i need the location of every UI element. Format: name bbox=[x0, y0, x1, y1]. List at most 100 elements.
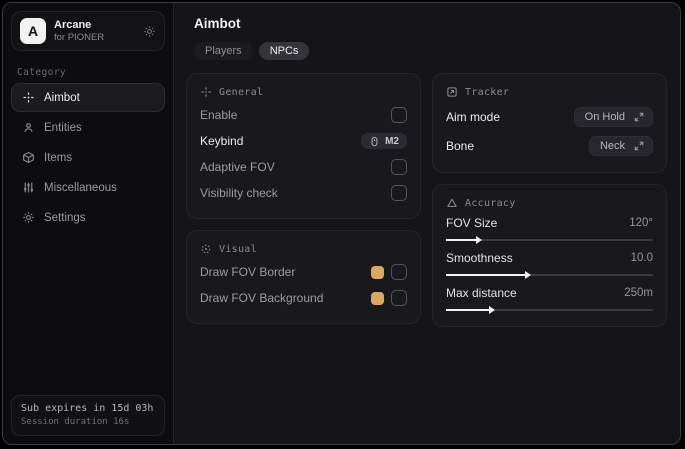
visual-card-title: Visual bbox=[219, 243, 257, 255]
enable-label: Enable bbox=[200, 108, 238, 122]
bone-label: Bone bbox=[446, 138, 475, 153]
bone-value: Neck bbox=[599, 139, 625, 152]
sidebar-header: A Arcane for PIONER bbox=[11, 11, 165, 51]
fov-border-row: Draw FOV Border bbox=[200, 259, 407, 285]
slider-thumb[interactable] bbox=[524, 270, 531, 279]
aim-mode-row: Aim mode On Hold bbox=[446, 102, 653, 131]
tab-players[interactable]: Players bbox=[194, 42, 253, 60]
expand-icon bbox=[634, 141, 644, 151]
slider-fill bbox=[446, 305, 496, 314]
app-subtitle: for PIONER bbox=[54, 32, 105, 43]
sliders-icon bbox=[22, 181, 35, 194]
fov-background-controls bbox=[371, 290, 407, 306]
sidebar-nav: Aimbot Entities Items bbox=[3, 83, 173, 232]
visual-card: Visual Draw FOV Border Draw FOV Backgrou… bbox=[186, 230, 421, 324]
bone-dropdown[interactable]: Neck bbox=[588, 135, 653, 156]
slider-track bbox=[446, 238, 653, 241]
max-distance-slider[interactable] bbox=[446, 305, 653, 314]
slider-fill bbox=[446, 235, 482, 244]
smoothness-label: Smoothness bbox=[446, 251, 513, 265]
crosshair-icon bbox=[22, 91, 35, 104]
smoothness-slider[interactable] bbox=[446, 270, 653, 279]
fov-background-checkbox[interactable] bbox=[391, 290, 407, 306]
max-distance-label-row: Max distance 250m bbox=[446, 284, 653, 302]
mouse-icon bbox=[369, 136, 380, 147]
aim-mode-dropdown[interactable]: On Hold bbox=[573, 106, 653, 127]
tracker-card: Tracker Aim mode On Hold bbox=[432, 73, 667, 173]
slider-track bbox=[446, 308, 653, 311]
max-distance-label: Max distance bbox=[446, 286, 517, 300]
fov-size-value: 120° bbox=[629, 217, 653, 229]
sidebar-item-miscellaneous[interactable]: Miscellaneous bbox=[11, 173, 165, 202]
entities-icon bbox=[22, 121, 35, 134]
max-distance-group: Max distance 250m bbox=[446, 284, 653, 314]
tracker-box-icon bbox=[446, 86, 458, 98]
session-duration-text: Session duration 16s bbox=[21, 417, 130, 427]
sidebar-item-aimbot[interactable]: Aimbot bbox=[11, 83, 165, 112]
smoothness-label-row: Smoothness 10.0 bbox=[446, 249, 653, 267]
visibility-check-row: Visibility check bbox=[200, 180, 407, 206]
fov-border-controls bbox=[371, 264, 407, 280]
sidebar: A Arcane for PIONER Category Aim bbox=[3, 3, 173, 444]
enable-checkbox[interactable] bbox=[391, 107, 407, 123]
target-tabs: Players NPCs bbox=[186, 42, 667, 60]
sidebar-item-label: Entities bbox=[44, 121, 82, 134]
keybind-label: Keybind bbox=[200, 134, 244, 148]
visual-eye-icon bbox=[200, 243, 212, 255]
general-card: General Enable Keybind bbox=[186, 73, 421, 219]
fov-border-label: Draw FOV Border bbox=[200, 265, 296, 279]
max-distance-value: 250m bbox=[624, 287, 653, 299]
general-card-title: General bbox=[219, 86, 264, 98]
slider-fill bbox=[446, 270, 531, 279]
sidebar-item-label: Items bbox=[44, 151, 73, 164]
fov-size-label: FOV Size bbox=[446, 216, 498, 230]
keybind-value: M2 bbox=[385, 135, 399, 147]
sidebar-item-label: Miscellaneous bbox=[44, 181, 117, 194]
fov-border-checkbox[interactable] bbox=[391, 264, 407, 280]
sub-expires-text: Sub expires in 15d 03h bbox=[21, 403, 154, 414]
sidebar-item-entities[interactable]: Entities bbox=[11, 113, 165, 142]
adaptive-fov-checkbox[interactable] bbox=[391, 159, 407, 175]
accuracy-triangle-icon bbox=[446, 197, 458, 209]
visibility-check-checkbox[interactable] bbox=[391, 185, 407, 201]
fov-size-group: FOV Size 120° bbox=[446, 214, 653, 244]
smoothness-group: Smoothness 10.0 bbox=[446, 249, 653, 279]
visibility-check-label: Visibility check bbox=[200, 186, 278, 200]
general-card-header: General bbox=[200, 86, 407, 98]
tracker-card-header: Tracker bbox=[446, 86, 653, 98]
settings-gear-icon[interactable] bbox=[143, 25, 156, 38]
page-title: Aimbot bbox=[194, 16, 241, 31]
sidebar-item-settings[interactable]: Settings bbox=[11, 203, 165, 232]
app-window: A Arcane for PIONER Category Aim bbox=[2, 2, 681, 445]
fov-background-color-swatch[interactable] bbox=[371, 291, 384, 305]
accuracy-card-header: Accuracy bbox=[446, 197, 653, 209]
bone-row: Bone Neck bbox=[446, 131, 653, 160]
adaptive-fov-row: Adaptive FOV bbox=[200, 154, 407, 180]
fov-border-color-swatch[interactable] bbox=[371, 265, 384, 279]
smoothness-value: 10.0 bbox=[630, 252, 653, 264]
right-column: Tracker Aim mode On Hold bbox=[432, 73, 667, 327]
slider-track bbox=[446, 273, 653, 276]
slider-thumb[interactable] bbox=[476, 235, 482, 244]
app-logo: A bbox=[20, 18, 46, 44]
brand-block: Arcane for PIONER bbox=[54, 19, 104, 43]
fov-size-label-row: FOV Size 120° bbox=[446, 214, 653, 232]
tab-npcs[interactable]: NPCs bbox=[258, 42, 310, 60]
main-panel: Aimbot Players NPCs General bbox=[173, 3, 680, 444]
subscription-status-card: Sub expires in 15d 03h Session duration … bbox=[11, 395, 165, 436]
sidebar-item-items[interactable]: Items bbox=[11, 143, 165, 172]
left-column: General Enable Keybind bbox=[186, 73, 421, 324]
sidebar-item-label: Settings bbox=[44, 211, 86, 224]
fov-background-row: Draw FOV Background bbox=[200, 285, 407, 311]
cards-grid: General Enable Keybind bbox=[186, 73, 667, 327]
keybind-button[interactable]: M2 bbox=[361, 133, 407, 149]
fov-size-slider[interactable] bbox=[446, 235, 653, 244]
aim-mode-value: On Hold bbox=[584, 110, 625, 123]
general-crosshair-icon bbox=[200, 86, 212, 98]
fov-background-label: Draw FOV Background bbox=[200, 291, 324, 305]
accuracy-card-title: Accuracy bbox=[465, 197, 516, 209]
slider-thumb[interactable] bbox=[489, 305, 496, 314]
gear-icon bbox=[22, 211, 35, 224]
app-name: Arcane bbox=[54, 19, 92, 31]
expand-icon bbox=[634, 112, 644, 122]
